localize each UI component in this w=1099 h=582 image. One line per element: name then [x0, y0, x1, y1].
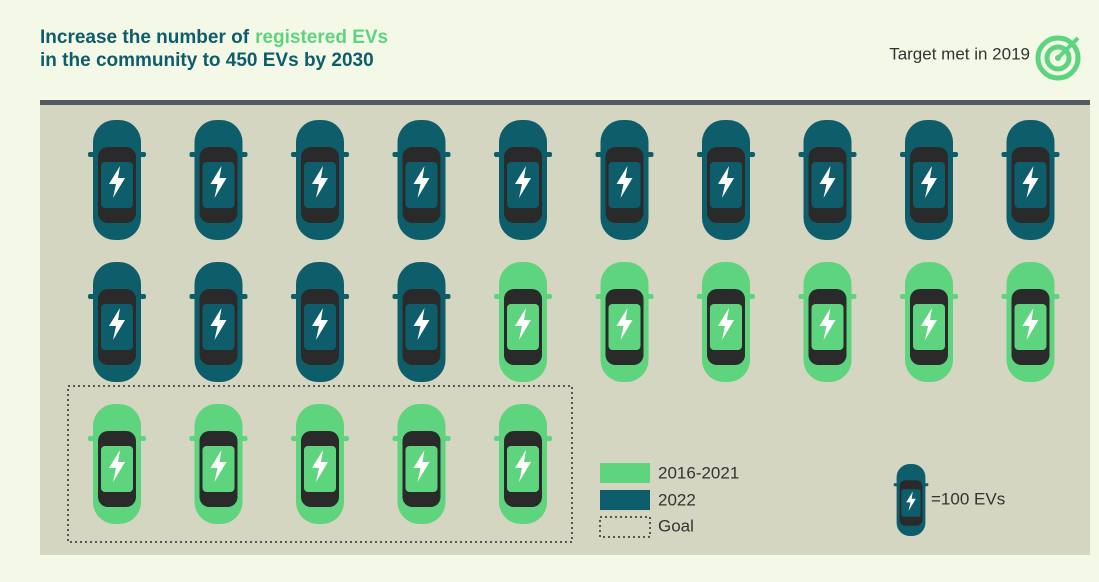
- chart-title: Increase the number of registered EVs: [40, 27, 388, 48]
- title-highlight: registered EVs: [255, 27, 388, 48]
- bolt: [109, 308, 125, 340]
- bolt: [1022, 308, 1039, 340]
- car: [900, 262, 958, 382]
- car: [291, 404, 349, 524]
- bolt: [819, 308, 836, 340]
- bolt: [616, 308, 633, 340]
- car: [189, 404, 248, 524]
- car: [189, 262, 248, 382]
- legend-swatch: [599, 516, 651, 538]
- car: [595, 262, 654, 382]
- car: [88, 120, 146, 240]
- legend-label: 2016-2021: [658, 463, 739, 482]
- car: [392, 120, 451, 240]
- car: [494, 262, 552, 382]
- bolt: [413, 308, 430, 340]
- car: [392, 262, 451, 382]
- car: [900, 120, 958, 240]
- car: [595, 120, 654, 240]
- legend-label: Goal: [658, 516, 694, 535]
- bolt: [413, 166, 430, 198]
- bolt: [210, 166, 227, 198]
- bolt: [109, 166, 125, 198]
- bolt: [312, 166, 328, 198]
- bolt: [819, 166, 836, 198]
- legend-swatch: [600, 490, 650, 510]
- car: [697, 120, 755, 240]
- bolt: [718, 166, 734, 198]
- legend-swatch: [600, 463, 650, 483]
- car: [494, 404, 552, 524]
- car: [392, 404, 451, 524]
- bolt: [1022, 166, 1039, 198]
- car: [291, 262, 349, 382]
- car: [88, 262, 146, 382]
- legend-label: 2022: [658, 490, 696, 509]
- bolt: [921, 166, 937, 198]
- bolt: [210, 450, 227, 482]
- car: [798, 262, 857, 382]
- title-start: Increase the number of: [40, 27, 250, 48]
- car: [893, 464, 929, 536]
- unit-label: =100 EVs: [931, 489, 1005, 508]
- bolt: [515, 308, 531, 340]
- car: [494, 120, 552, 240]
- bolt: [616, 166, 633, 198]
- bolt: [109, 450, 125, 482]
- bolt: [413, 450, 430, 482]
- bolt: [515, 166, 531, 198]
- goal-box: [67, 385, 573, 543]
- car: [1001, 262, 1060, 382]
- bolt: [718, 308, 734, 340]
- chart-title-line2: in the community to 450 EVs by 2030: [40, 50, 374, 71]
- car: [697, 262, 755, 382]
- bolt: [921, 308, 937, 340]
- note: Target met in 2019: [889, 44, 1030, 63]
- car: [189, 120, 248, 240]
- bolt: [312, 308, 328, 340]
- bolt: [312, 450, 328, 482]
- bolt: [906, 491, 916, 511]
- panel-top: [40, 100, 1090, 105]
- car: [88, 404, 146, 524]
- car: [798, 120, 857, 240]
- target-icon: [1035, 35, 1081, 81]
- car: [1001, 120, 1060, 240]
- car: [291, 120, 349, 240]
- bolt: [515, 450, 531, 482]
- bolt: [210, 308, 227, 340]
